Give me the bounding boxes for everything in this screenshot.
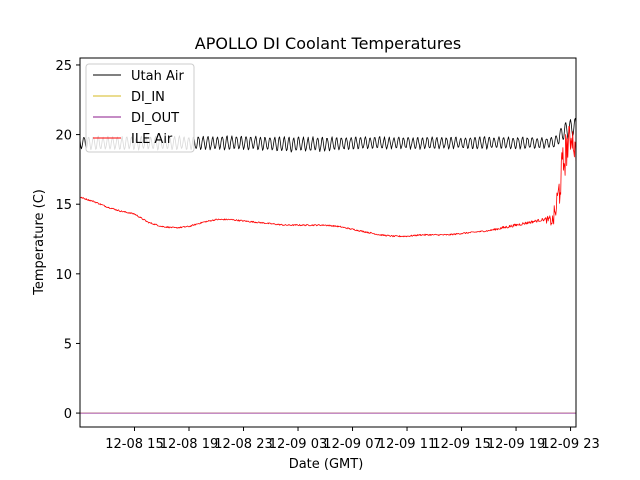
legend-label-di-out: DI_OUT — [131, 111, 179, 126]
y-tick-label: 5 — [64, 337, 72, 352]
y-tick-label: 15 — [55, 198, 72, 213]
x-tick-label: 12-09 23 — [541, 437, 599, 452]
plot-frame — [79, 57, 577, 428]
series-line-ile-air — [80, 125, 576, 238]
chart-title: APOLLO DI Coolant Temperatures — [195, 34, 461, 53]
y-tick-label: 0 — [64, 407, 72, 422]
x-tick-label: 12-09 11 — [378, 437, 436, 452]
x-tick-label: 12-08 15 — [105, 437, 163, 452]
legend: Utah Air DI_IN DI_OUT ILE Air — [85, 63, 195, 153]
x-axis-title: Date (GMT) — [289, 457, 364, 472]
x-tick-label: 12-09 15 — [432, 437, 490, 452]
y-tick-label: 25 — [55, 59, 72, 74]
legend-box — [85, 63, 195, 153]
x-tick-label: 12-09 03 — [269, 437, 327, 452]
x-tick-label: 12-09 19 — [487, 437, 545, 452]
x-tick-label: 12-08 19 — [160, 437, 218, 452]
y-tick-label: 10 — [55, 268, 72, 283]
x-tick-label: 12-09 07 — [323, 437, 381, 452]
legend-label-utah-air: Utah Air — [131, 69, 184, 84]
legend-label-di-in: DI_IN — [131, 90, 165, 105]
y-axis: 0 5 10 15 20 25 — [55, 59, 80, 422]
y-tick-label: 20 — [55, 129, 72, 144]
legend-label-ile-air: ILE Air — [131, 132, 173, 147]
y-axis-title: Temperature (C) — [32, 189, 47, 296]
x-tick-label: 12-08 23 — [214, 437, 272, 452]
